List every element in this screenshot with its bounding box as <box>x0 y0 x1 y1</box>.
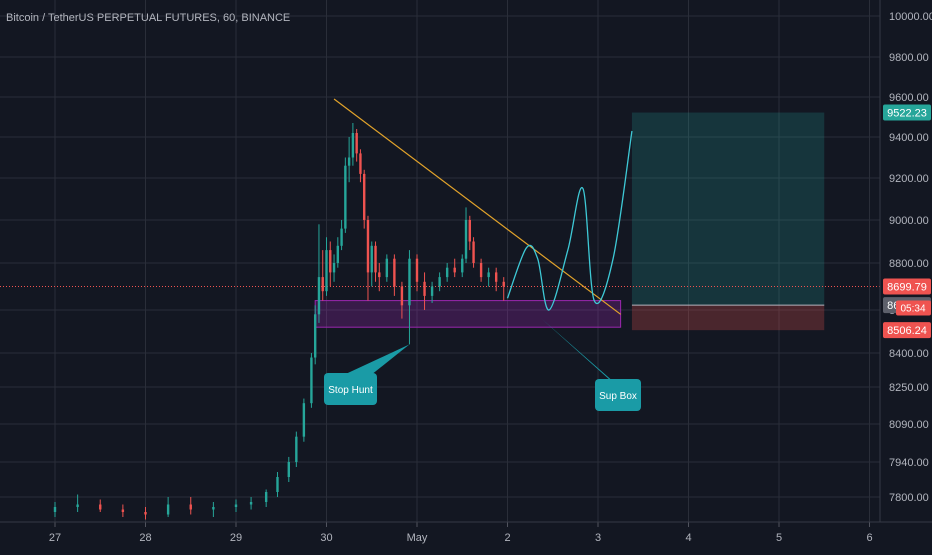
candle-body[interactable] <box>276 477 279 492</box>
candle-body[interactable] <box>336 245 340 263</box>
target-zone[interactable] <box>631 112 825 306</box>
y-tick-label: 8800.00 <box>889 258 929 270</box>
candle-body[interactable] <box>363 173 366 220</box>
candle-body[interactable] <box>479 263 483 278</box>
y-tick-label: 8090.00 <box>889 419 929 431</box>
sup-box-callout-text: Sup Box <box>599 391 637 402</box>
candle-body[interactable] <box>415 258 419 282</box>
trendline[interactable] <box>333 98 621 315</box>
candle-body[interactable] <box>374 245 377 273</box>
candle-body[interactable] <box>99 504 102 510</box>
x-tick-label: 27 <box>49 532 61 544</box>
candle-body[interactable] <box>366 220 370 273</box>
candle-body[interactable] <box>502 281 505 287</box>
countdown-text: 05:34 <box>900 304 925 315</box>
price-label-current-text: 8699.79 <box>887 282 927 294</box>
price-label-target <box>883 104 931 121</box>
candle-body[interactable] <box>317 277 321 315</box>
stop-hunt-callout-box[interactable] <box>324 373 377 405</box>
candle-body[interactable] <box>53 507 57 512</box>
candle-body[interactable] <box>302 403 306 437</box>
candle-body[interactable] <box>166 504 170 515</box>
candle-body[interactable] <box>329 250 332 273</box>
y-tick-label: 7940.00 <box>889 457 929 469</box>
candle-body[interactable] <box>468 220 471 242</box>
candle-body[interactable] <box>430 286 434 296</box>
candle-body[interactable] <box>264 492 268 502</box>
candle-body[interactable] <box>423 281 426 296</box>
candle-body[interactable] <box>472 241 475 264</box>
y-tick-label: 9600.00 <box>889 92 929 104</box>
candle-body[interactable] <box>340 228 343 246</box>
x-tick-label: 4 <box>685 532 691 544</box>
candle-body[interactable] <box>453 267 456 273</box>
sup-box-callout-pointer <box>541 318 625 392</box>
price-label-stop-text: 8506.24 <box>887 325 927 337</box>
y-tick-label: 7800.00 <box>889 492 929 504</box>
candle-body[interactable] <box>234 504 238 508</box>
candle-body[interactable] <box>494 272 498 282</box>
y-tick-label: 9000.00 <box>889 215 929 227</box>
y-tick-label: 8250.00 <box>889 382 929 394</box>
y-tick-label: 9800.00 <box>889 52 929 64</box>
support-box[interactable] <box>314 300 622 328</box>
x-tick-label: 30 <box>320 532 332 544</box>
candle-body[interactable] <box>76 504 79 508</box>
y-tick-label: 9400.00 <box>889 132 929 144</box>
candle-body[interactable] <box>400 286 404 306</box>
candle-body[interactable] <box>393 258 396 287</box>
candle-body[interactable] <box>359 153 362 174</box>
y-tick-label: 9200.00 <box>889 173 929 185</box>
candle-body[interactable] <box>310 357 313 404</box>
x-tick-label: May <box>407 532 428 544</box>
candle-body[interactable] <box>325 250 328 292</box>
candle-body[interactable] <box>351 133 355 158</box>
y-tick-label: 8400.00 <box>889 348 929 360</box>
candle-body[interactable] <box>144 512 147 515</box>
x-tick-label: 5 <box>776 532 782 544</box>
countdown-tag <box>896 300 931 316</box>
candle-body[interactable] <box>378 272 381 278</box>
candle-body[interactable] <box>347 157 351 166</box>
stop-zone[interactable] <box>631 305 825 331</box>
candle-body[interactable] <box>121 509 125 513</box>
candle-body[interactable] <box>461 258 464 273</box>
price-label-target-text: 9522.23 <box>887 108 927 120</box>
candle-body[interactable] <box>295 436 298 462</box>
candle-body[interactable] <box>313 314 317 358</box>
projected-path[interactable] <box>506 130 633 311</box>
price-label-current <box>883 278 931 295</box>
y-tick-label: 10000.00 <box>889 11 932 23</box>
candle-body[interactable] <box>385 258 389 278</box>
candle-body[interactable] <box>344 165 347 229</box>
x-tick-label: 2 <box>504 532 510 544</box>
candle-body[interactable] <box>189 504 192 510</box>
candle-body[interactable] <box>408 258 411 306</box>
candle-body[interactable] <box>487 272 490 278</box>
x-tick-label: 28 <box>139 532 151 544</box>
candle-body[interactable] <box>332 263 336 273</box>
candle-body[interactable] <box>212 507 215 510</box>
x-tick-label: 29 <box>230 532 242 544</box>
candle-body[interactable] <box>445 267 449 278</box>
stop-hunt-callout-text: Stop Hunt <box>328 385 373 396</box>
candle-body[interactable] <box>355 133 358 154</box>
symbol-title: Bitcoin / TetherUS PERPETUAL FUTURES, 60… <box>6 12 290 24</box>
x-tick-label: 3 <box>595 532 601 544</box>
candle-body[interactable] <box>249 502 253 505</box>
candle-body[interactable] <box>464 220 468 259</box>
candle-body[interactable] <box>370 245 373 273</box>
candle-body[interactable] <box>438 277 441 287</box>
x-tick-label: 6 <box>866 532 872 544</box>
candle-body[interactable] <box>321 277 324 292</box>
candle-body[interactable] <box>287 462 290 477</box>
sup-box-callout-box[interactable] <box>595 379 641 411</box>
price-label-stop <box>883 322 931 339</box>
